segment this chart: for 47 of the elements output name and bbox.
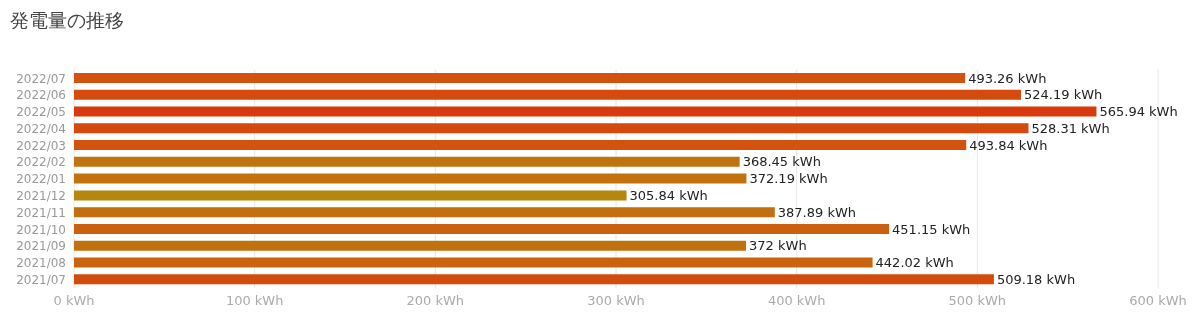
y-tick-label: 2021/12 <box>16 189 66 204</box>
text: 493.84 kWh <box>969 137 1048 153</box>
y-tick-label: 2021/08 <box>16 256 66 271</box>
x-tick-label: 600 kWh <box>1129 293 1187 309</box>
text: 442.02 kWh <box>875 255 954 271</box>
chart-title: 発電量の推移 <box>10 8 125 32</box>
x-tick-label: 200 kWh <box>406 293 465 309</box>
x-tick-label: 100 kWh <box>225 293 284 309</box>
bar <box>74 173 747 184</box>
text: 372 kWh <box>749 238 807 254</box>
y-tick-label: 2022/01 <box>16 172 66 187</box>
bar <box>74 89 1022 100</box>
bar <box>74 240 747 251</box>
bar <box>74 156 740 167</box>
y-tick-label: 2021/07 <box>16 272 66 287</box>
y-tick-label: 2022/02 <box>16 155 66 170</box>
x-tick-label: 0 kWh <box>53 293 95 309</box>
y-tick-label: 2022/03 <box>16 138 66 153</box>
text: 565.94 kWh <box>1099 104 1178 120</box>
bar <box>74 274 994 285</box>
x-tick-label: 300 kWh <box>587 293 645 309</box>
bar <box>74 140 967 151</box>
y-tick-label: 2021/09 <box>16 239 66 254</box>
y-tick-label: 2022/07 <box>16 71 66 86</box>
x-tick-label: 400 kWh <box>767 293 826 309</box>
y-tick-label: 2022/06 <box>16 88 66 103</box>
text: 387.89 kWh <box>777 204 857 220</box>
text: 372.19 kWh <box>749 171 828 187</box>
bar <box>74 106 1097 117</box>
text: 305.84 kWh <box>629 188 708 203</box>
text: 368.45 kWh <box>742 154 821 170</box>
y-tick-label: 2022/05 <box>16 105 66 120</box>
y-tick-label: 2021/11 <box>16 205 66 220</box>
x-tick-label: 500 kWh <box>948 293 1007 309</box>
bar <box>74 190 627 201</box>
text: 528.31 kWh <box>1031 120 1110 136</box>
bar <box>74 223 890 234</box>
bar <box>74 257 873 268</box>
bar <box>74 123 1029 134</box>
y-tick-label: 2022/04 <box>16 121 66 136</box>
text: 524.19 kWh <box>1024 87 1103 103</box>
bar <box>74 73 966 83</box>
bar <box>74 207 775 218</box>
text: 509.18 kWh <box>996 271 1076 287</box>
y-tick-label: 2021/10 <box>16 222 66 237</box>
text: 493.26 kWh <box>968 70 1047 86</box>
text: 451.15 kWh <box>892 221 971 237</box>
